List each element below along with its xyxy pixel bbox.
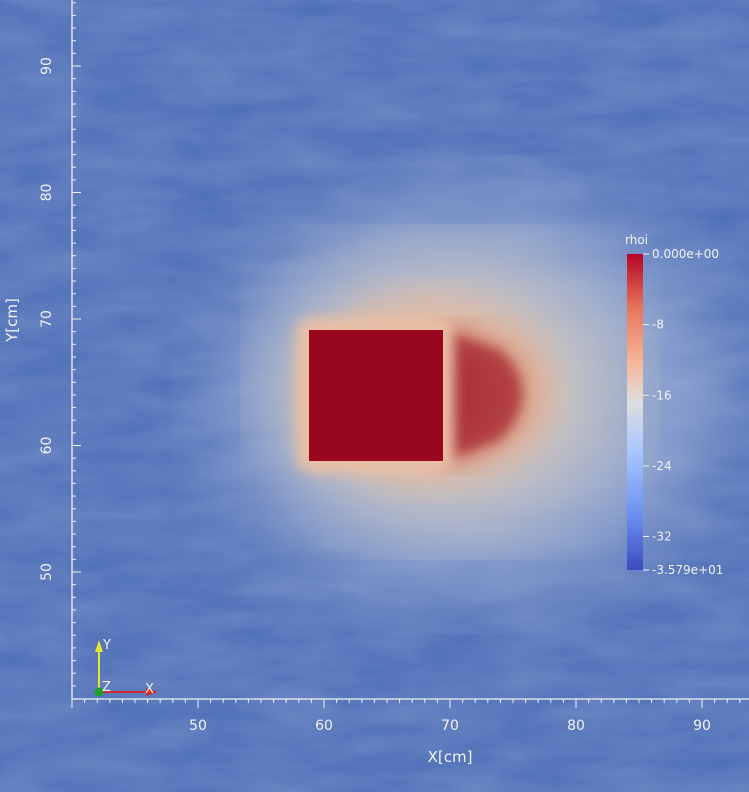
orient-x-arrow	[146, 688, 158, 696]
x-tick-label: 90	[693, 718, 711, 734]
x-tick-label: 50	[189, 718, 207, 734]
colorbar-tick-label: -24	[652, 459, 672, 473]
y-tick-label: 60	[39, 437, 55, 455]
colorbar-tick-label: -8	[652, 318, 664, 332]
x-tick-label: 60	[315, 718, 333, 734]
orient-z-dot	[94, 687, 104, 697]
y-tick-label: 70	[39, 310, 55, 328]
colorbar-tick-label: -16	[652, 388, 672, 402]
y-axis-label: Y[cm]	[3, 298, 21, 343]
field-block	[309, 330, 443, 461]
y-tick-label: 80	[39, 184, 55, 202]
field-plume-core	[440, 330, 523, 462]
x-tick-label: 70	[441, 718, 459, 734]
colorbar-scale	[627, 254, 643, 570]
colorbar-tick-label: -32	[652, 530, 672, 544]
orient-y-label: Y	[102, 638, 111, 653]
x-tick-label: 80	[567, 718, 585, 734]
colorbar-tick-label: -3.579e+01	[652, 563, 723, 577]
orient-x-label: X	[145, 682, 154, 697]
orient-y-arrow	[95, 640, 103, 652]
orientation-axes: Y Z X	[94, 638, 158, 697]
colorbar-title: rhoi	[625, 233, 648, 247]
y-tick-label: 50	[39, 563, 55, 581]
x-axis-label: X[cm]	[428, 748, 473, 766]
colorbar-tick-label: 0.000e+00	[652, 247, 719, 261]
axes: 50 60 70 80 90 50 60 70 80 90 X[cm] Y[cm]	[3, 0, 749, 766]
colorbar: rhoi 0.000e+00 -8 -16 -24 -32 -3.579e+01	[625, 233, 723, 577]
orient-z-label: Z	[102, 680, 111, 695]
y-tick-label: 90	[39, 57, 55, 75]
